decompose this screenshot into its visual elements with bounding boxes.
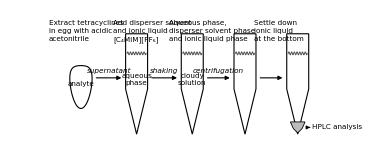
Polygon shape (125, 34, 147, 134)
Text: analyte: analyte (68, 81, 94, 87)
Text: shaking: shaking (150, 68, 179, 74)
Text: centrifugation: centrifugation (193, 67, 244, 74)
Text: Extract tetracyclines
in egg with acidic
acetonitrile: Extract tetracyclines in egg with acidic… (49, 20, 124, 42)
Polygon shape (70, 66, 92, 108)
Polygon shape (287, 34, 309, 134)
Text: aqueous
phase: aqueous phase (121, 73, 152, 86)
Text: Settle down
ionic liquid
at the bottom: Settle down ionic liquid at the bottom (254, 20, 304, 42)
Text: Aqueous phase,
disperser solvent phase
and ionic liquid phase: Aqueous phase, disperser solvent phase a… (169, 20, 255, 42)
Polygon shape (181, 34, 203, 134)
Text: Add disperser solvent
and ionic liquid
[C₄MIM][PF₆]: Add disperser solvent and ionic liquid [… (113, 20, 192, 43)
Text: cloudy
solution: cloudy solution (178, 73, 206, 86)
Polygon shape (290, 122, 305, 133)
Text: HPLC analysis: HPLC analysis (311, 124, 362, 130)
Polygon shape (234, 34, 256, 134)
Text: supernatant: supernatant (87, 67, 132, 74)
